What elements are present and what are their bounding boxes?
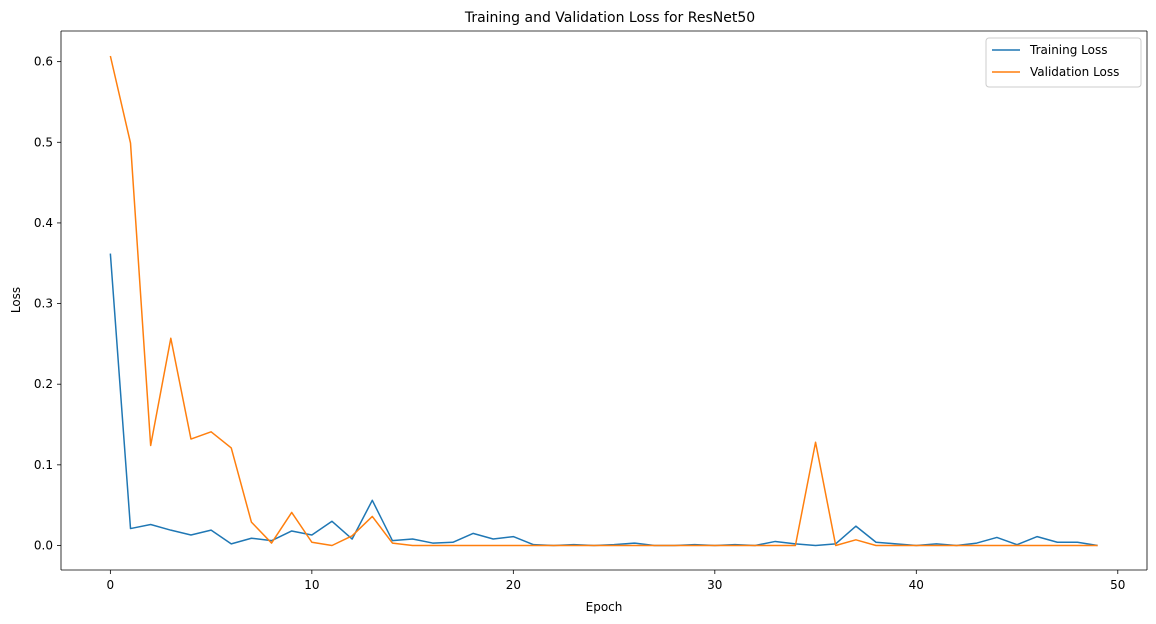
plot-frame (61, 31, 1156, 570)
plot-area (60, 30, 1156, 571)
legend-box (985, 37, 1142, 88)
y-tick-label: 0.0 (34, 538, 53, 552)
x-axis-ticks: 0 10 20 30 40 50 (107, 570, 1125, 592)
y-axis-ticks: 0.0 0.1 0.2 0.3 0.4 0.5 0.6 (34, 55, 61, 552)
x-tick-label: 50 (1110, 578, 1125, 592)
y-tick-label: 0.1 (34, 458, 53, 472)
y-axis-label: Loss (9, 287, 23, 313)
series-line-training-loss (109, 253, 1098, 547)
y-tick-label: 0.5 (34, 135, 53, 149)
x-tick-label: 0 (107, 578, 115, 592)
x-tick-label: 40 (909, 578, 924, 592)
x-tick-label: 30 (707, 578, 722, 592)
legend-label-training-loss: Training Loss (1029, 43, 1107, 57)
legend-label-validation-loss: Validation Loss (1030, 65, 1119, 79)
y-tick-label: 0.4 (34, 216, 53, 230)
y-tick-label: 0.2 (34, 377, 53, 391)
y-tick-label: 0.3 (34, 297, 53, 311)
series-line-validation-loss (109, 55, 1098, 547)
series-layer (109, 55, 1098, 547)
x-tick-label: 10 (304, 578, 319, 592)
x-tick-label: 20 (506, 578, 521, 592)
chart-title: Training and Validation Loss for ResNet5… (464, 10, 755, 26)
y-tick-label: 0.6 (34, 55, 53, 69)
legend: Training Loss Validation Loss (985, 37, 1142, 88)
x-axis-label: Epoch (586, 600, 623, 614)
